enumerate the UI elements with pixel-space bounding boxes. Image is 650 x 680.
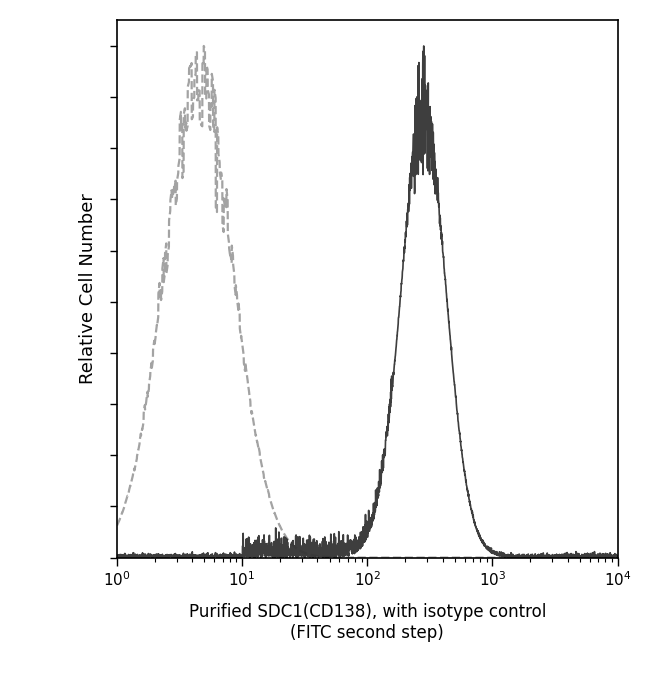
X-axis label: Purified SDC1(CD138), with isotype control
(FITC second step): Purified SDC1(CD138), with isotype contr… <box>188 603 546 642</box>
Y-axis label: Relative Cell Number: Relative Cell Number <box>79 194 97 384</box>
